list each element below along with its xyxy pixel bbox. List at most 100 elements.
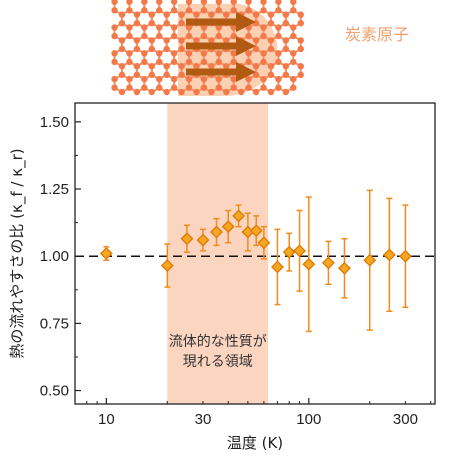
carbon-atom (111, 24, 118, 31)
carbon-atom (126, 75, 133, 83)
carbon-atom (208, 62, 215, 70)
carbon-atom (290, 0, 297, 5)
carbon-atom (141, 0, 148, 5)
data-point (293, 244, 306, 258)
carbon-atom (297, 45, 304, 53)
carbon-atom (133, 11, 141, 18)
carbon-atom (141, 7, 148, 14)
carbon-atom (133, 45, 141, 53)
data-point (232, 209, 246, 223)
plot-area: 10 30 100 300 0.500.751.001.251.50 流体的な性質が … (8, 102, 436, 452)
carbon-atom (118, 11, 126, 18)
carbon-atom (252, 11, 260, 18)
carbon-atom (118, 37, 126, 44)
data-point (221, 220, 235, 234)
carbon-atom (260, 24, 267, 31)
carbon-atom (111, 50, 118, 57)
carbon-atom (163, 71, 170, 79)
carbon-atom (178, 20, 185, 27)
carbon-atom (133, 71, 141, 79)
carbon-atom (185, 58, 193, 66)
carbon-atom (141, 84, 148, 91)
carbon-atom (252, 71, 260, 79)
y-tick-label: 0.75 (40, 315, 69, 332)
carbon-atom (170, 32, 178, 40)
carbon-atom (245, 58, 252, 66)
carbon-atom (126, 84, 133, 91)
carbon-atom (148, 88, 155, 96)
carbon-atom (297, 62, 304, 70)
carbon-atom (230, 58, 237, 66)
data-point (99, 247, 113, 260)
carbon-atom (230, 50, 237, 57)
carbon-atom (148, 37, 155, 44)
carbon-atom (230, 0, 237, 5)
carbon-atom (185, 75, 193, 83)
carbon-atom (185, 0, 193, 5)
carbon-atom (230, 75, 237, 83)
carbon-atom (111, 75, 118, 83)
carbon-atom (297, 37, 304, 44)
carbon-atom-label: 炭素原子 (345, 25, 409, 44)
data-point (363, 253, 377, 267)
carbon-atom (185, 84, 193, 91)
y-axis-label: 熱の流れやすさの比 (κ_f / κ_r) (8, 148, 27, 358)
carbon-atom (267, 37, 275, 44)
carbon-atom (111, 32, 118, 40)
carbon-atom (252, 88, 260, 96)
carbon-atom (215, 58, 223, 66)
data-point (196, 233, 210, 247)
carbon-atom (185, 24, 193, 31)
carbon-atom (275, 7, 282, 14)
carbon-atom (200, 32, 208, 40)
carbon-atom (111, 58, 118, 66)
carbon-atom (141, 24, 148, 31)
x-tick-label: 30 (195, 411, 212, 428)
carbon-atom (297, 71, 304, 79)
carbon-atom (282, 11, 290, 18)
x-tick-labels: 10 30 100 300 (98, 411, 418, 428)
carbon-atom (118, 62, 126, 70)
carbon-atom (193, 37, 200, 44)
carbon-atom (178, 62, 185, 70)
carbon-atom (282, 37, 290, 44)
y-tick-label: 1.50 (40, 114, 69, 131)
carbon-atom (193, 62, 200, 70)
x-tick-label: 100 (296, 411, 321, 428)
carbon-atom (267, 11, 275, 18)
carbon-atom (170, 84, 178, 91)
carbon-atom (178, 45, 185, 53)
carbon-atom (170, 0, 178, 5)
carbon-atom (156, 32, 163, 40)
carbon-atom (260, 0, 267, 5)
carbon-atom (260, 32, 267, 40)
carbon-atom (141, 58, 148, 66)
region-annotation-line2: 現れる領域 (183, 353, 253, 370)
carbon-atom (126, 0, 133, 5)
carbon-atom (275, 50, 282, 57)
carbon-atom (193, 88, 200, 96)
carbon-atom (141, 32, 148, 40)
carbon-atom (290, 75, 297, 83)
heat-arrow-head (236, 62, 256, 82)
carbon-atom (133, 20, 141, 27)
carbon-atom (141, 50, 148, 57)
carbon-atom (267, 62, 275, 70)
carbon-atom (282, 20, 290, 27)
data-point (271, 260, 284, 274)
carbon-atom (290, 58, 297, 66)
carbon-atom (126, 24, 133, 31)
axis-ticks (75, 121, 432, 404)
carbon-atom (178, 71, 185, 79)
carbon-atom (141, 75, 148, 83)
carbon-atom (223, 37, 230, 44)
heat-arrow-head (236, 12, 256, 32)
carbon-atom (275, 24, 282, 31)
carbon-atom (245, 75, 252, 83)
carbon-atom (163, 37, 170, 44)
carbon-atom (245, 32, 252, 40)
graphene-lattice-illustration (111, 0, 304, 96)
y-tick-label: 1.25 (40, 181, 69, 198)
carbon-atom (185, 32, 193, 40)
